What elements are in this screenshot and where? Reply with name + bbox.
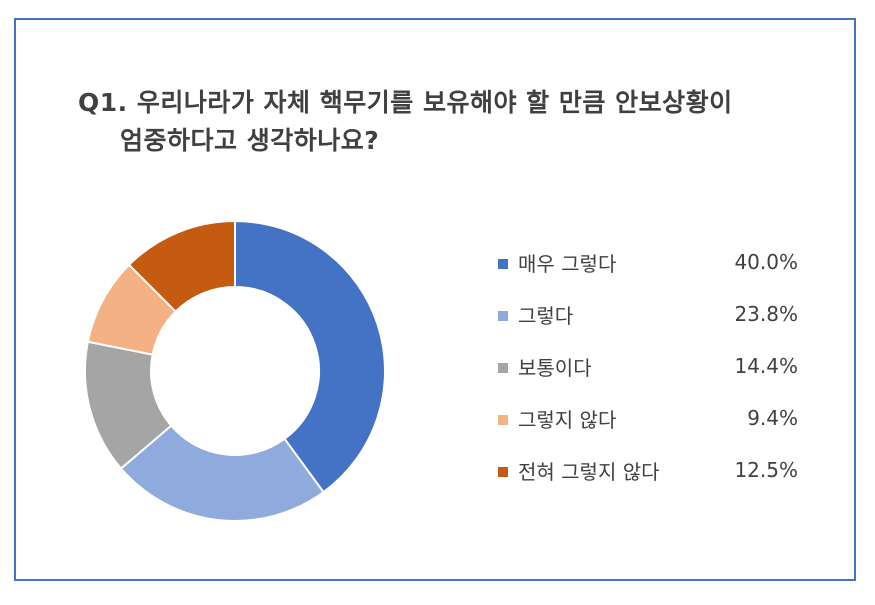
legend-label: 보통이다 [518, 356, 592, 380]
legend-item: 그렇다 23.8% [498, 298, 808, 350]
donut-slice-1 [234, 219, 386, 494]
donut-slice-5 [127, 219, 236, 313]
chart-title-line-2: 엄중하다고 생각하나요? [120, 126, 380, 155]
legend-value: 23.8% [734, 302, 798, 326]
legend-item: 매우 그렇다 40.0% [498, 246, 808, 298]
legend-value: 12.5% [734, 458, 798, 482]
donut-slices [84, 219, 386, 522]
legend-label: 매우 그렇다 [518, 252, 617, 276]
legend-swatch [498, 311, 508, 321]
legend: 매우 그렇다 40.0% 그렇다 23.8% 보통이다 14.4% 그렇지 않다 9.4% 전혀… [498, 246, 808, 506]
legend-item: 그렇지 않다 9.4% [498, 402, 808, 454]
legend-value: 14.4% [734, 354, 798, 378]
legend-label: 전혀 그렇지 않다 [518, 460, 660, 484]
donut-slice-2 [119, 424, 325, 522]
legend-swatch [498, 415, 508, 425]
donut-chart [84, 219, 386, 522]
chart-title: Q1. 우리나라가 자체 핵무기를 보유해야 할 만큼 안보상황이 엄중하다고 … [78, 84, 798, 160]
legend-label: 그렇지 않다 [518, 408, 617, 432]
chart-title-line-1: Q1. 우리나라가 자체 핵무기를 보유해야 할 만큼 안보상황이 [78, 88, 733, 117]
legend-item: 전혀 그렇지 않다 12.5% [498, 454, 808, 506]
legend-label: 그렇다 [518, 304, 574, 328]
legend-value: 40.0% [734, 250, 798, 274]
legend-item: 보통이다 14.4% [498, 350, 808, 402]
legend-swatch [498, 259, 508, 269]
legend-value: 9.4% [747, 406, 798, 430]
legend-swatch [498, 467, 508, 477]
legend-swatch [498, 363, 508, 373]
